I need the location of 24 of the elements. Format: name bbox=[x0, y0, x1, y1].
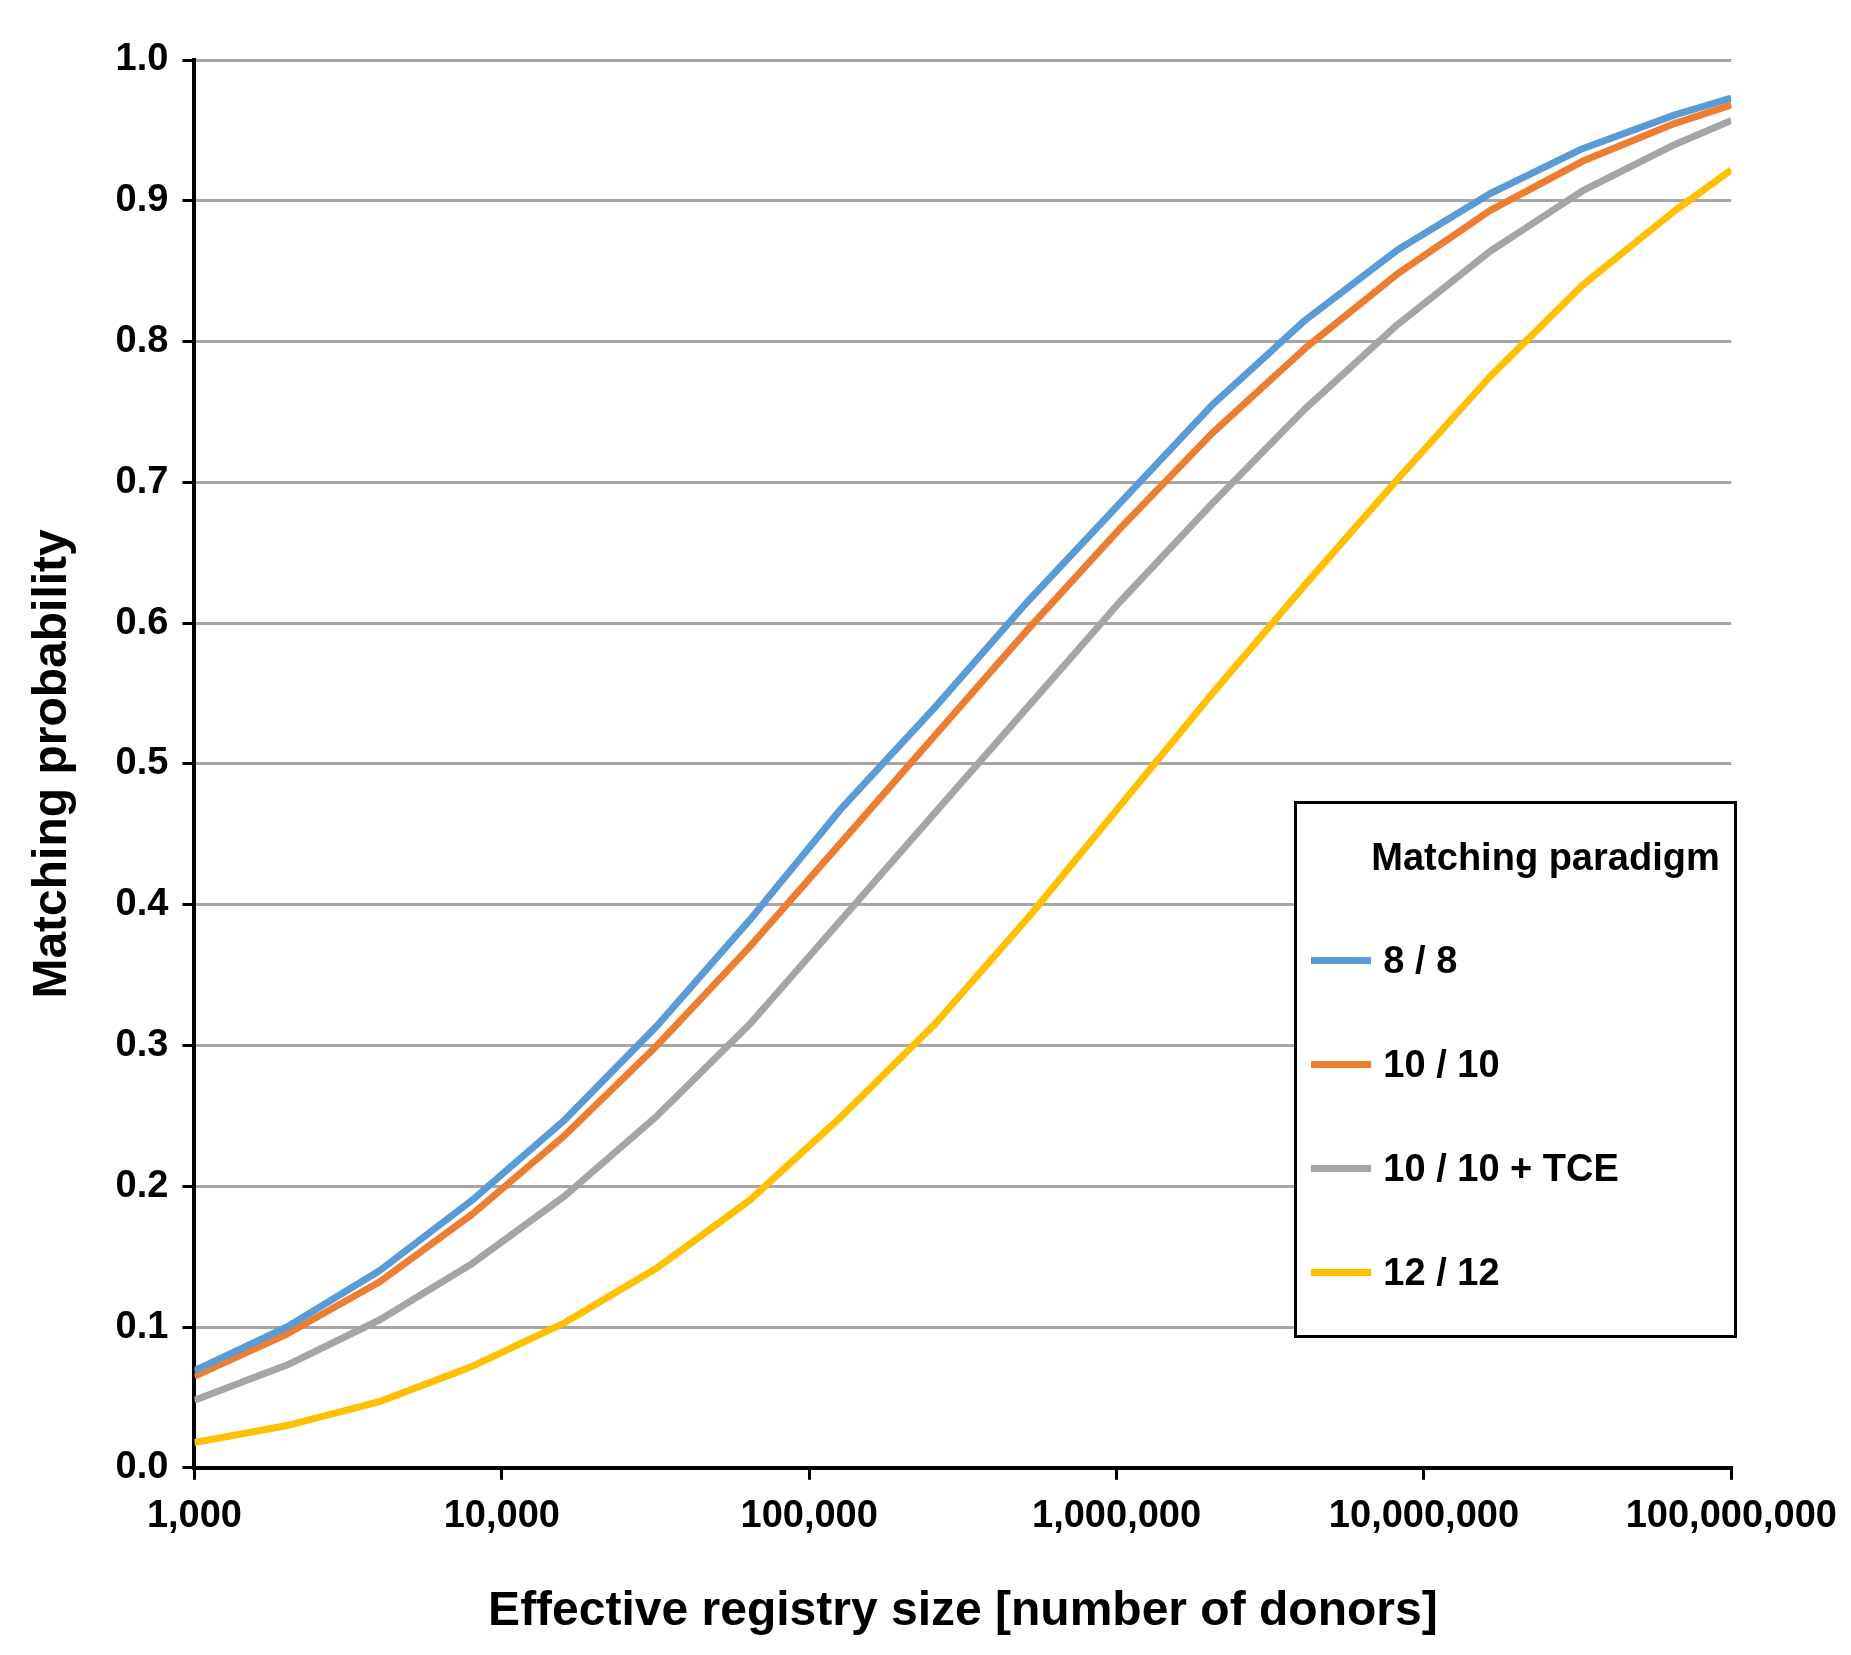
legend-label: 8 / 8 bbox=[1383, 939, 1458, 983]
y-tick-label: 0.2 bbox=[115, 1162, 169, 1205]
y-tick-label: 0.6 bbox=[115, 599, 169, 642]
y-tick-label: 0.4 bbox=[115, 881, 169, 924]
x-tick-label: 10,000 bbox=[443, 1493, 560, 1536]
x-tick-label: 100,000,000 bbox=[1625, 1493, 1837, 1536]
legend-label: 12 / 12 bbox=[1383, 1251, 1500, 1295]
x-tick-label: 10,000,000 bbox=[1328, 1493, 1520, 1536]
y-tick-label: 0.0 bbox=[115, 1444, 169, 1487]
y-tick-label: 1.0 bbox=[115, 36, 169, 79]
y-tick-label: 0.3 bbox=[115, 1021, 169, 1064]
x-axis-title: Effective registry size [number of donors] bbox=[488, 1582, 1438, 1636]
x-tick-label: 100,000 bbox=[740, 1493, 878, 1536]
y-tick-label: 0.7 bbox=[115, 458, 169, 501]
y-tick-label: 0.1 bbox=[115, 1303, 169, 1346]
y-tick-label: 0.8 bbox=[115, 318, 169, 361]
legend-label: 10 / 10 bbox=[1383, 1043, 1500, 1087]
y-axis-title: Matching probability bbox=[23, 528, 77, 999]
legend-title: Matching paradigm bbox=[1371, 835, 1720, 879]
y-tick-label: 0.9 bbox=[115, 177, 169, 220]
y-tick-label: 0.5 bbox=[115, 740, 169, 783]
x-tick-label: 1,000,000 bbox=[1032, 1493, 1202, 1536]
legend-label: 10 / 10 + TCE bbox=[1383, 1147, 1619, 1191]
x-tick-label: 1,000 bbox=[146, 1493, 242, 1536]
